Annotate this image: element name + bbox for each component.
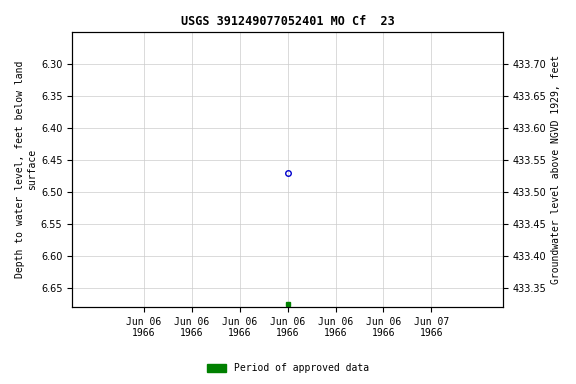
Title: USGS 391249077052401 MO Cf  23: USGS 391249077052401 MO Cf 23 [181,15,395,28]
Y-axis label: Depth to water level, feet below land
surface: Depth to water level, feet below land su… [15,61,37,278]
Y-axis label: Groundwater level above NGVD 1929, feet: Groundwater level above NGVD 1929, feet [551,55,561,284]
Legend: Period of approved data: Period of approved data [203,359,373,377]
